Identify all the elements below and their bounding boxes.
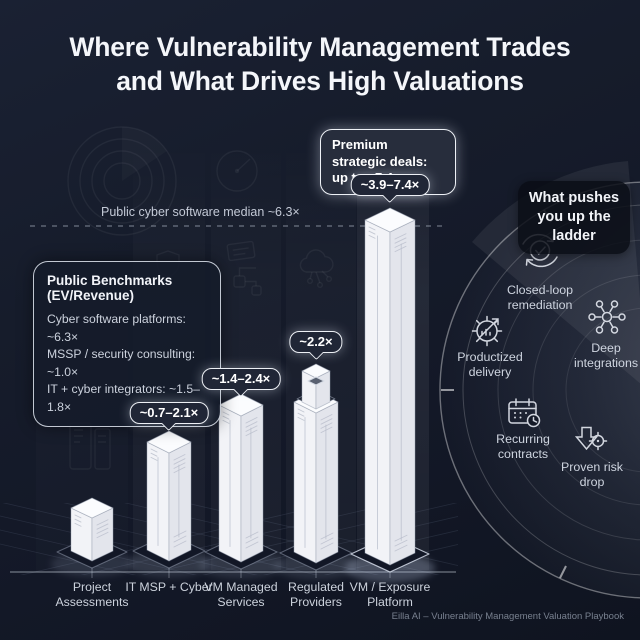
footer-credit: Eilla AI – Vulnerability Management Valu…	[391, 611, 624, 622]
ticket-decor-icon	[226, 240, 256, 262]
axis-label-regulated: Regulated Providers	[287, 580, 345, 609]
gear-growth-icon	[471, 315, 503, 347]
title-line-2: and What Drives High Valuations	[116, 66, 524, 96]
calendar-clock-icon	[508, 398, 541, 428]
ladder-item-productized: Productized delivery	[457, 350, 523, 379]
ladder-item-closed-loop: Closed-loop remediation	[506, 283, 574, 312]
bar-chart	[51, 207, 435, 583]
ladder-item-proven-risk: Proven risk drop	[561, 460, 623, 489]
title-line-1: Where Vulnerability Management Trades	[69, 32, 571, 62]
page-title: Where Vulnerability Management Trades an…	[0, 30, 640, 98]
value-badge-vm-exposure: ~3.9–7.4×	[350, 174, 430, 196]
axis-label-vm-managed: VM Managed Services	[204, 580, 278, 609]
arrow-down-target-icon	[574, 426, 608, 451]
benchmarks-title: Public Benchmarks (EV/Revenue)	[47, 273, 173, 303]
benchmark-item: MSSP / security consulting: ~1.0×	[47, 347, 196, 379]
network-hub-icon	[588, 300, 626, 334]
benchmark-item: Cyber software platforms: ~6.3×	[47, 312, 186, 344]
axis-label-it-msp-cyber: IT MSP + Cyber	[125, 580, 213, 594]
value-badge-vm-managed: ~1.4–2.4×	[201, 368, 281, 390]
radar-decor-icon	[67, 126, 177, 236]
median-label: Public cyber software median ~6.3×	[101, 205, 300, 219]
gauge-decor-icon	[216, 150, 258, 192]
value-badge-regulated: ~2.2×	[289, 331, 343, 353]
cloud-network-decor-icon	[299, 249, 334, 289]
ladder-item-recurring: Recurring contracts	[496, 432, 550, 461]
benchmarks-box: Public Benchmarks (EV/Revenue) Cyber sof…	[33, 261, 221, 427]
axis-label-vm-exposure: VM / Exposure Platform	[349, 580, 431, 609]
ladder-item-deep-integrations: Deep integrations	[573, 341, 639, 370]
ladder-title: What pushes you up the ladder	[518, 181, 630, 254]
axis-label-project-assessments: Project Assessments	[55, 580, 129, 609]
benchmark-item: IT + cyber integrators: ~1.5–1.8×	[47, 382, 200, 414]
flowchart-decor-icon	[233, 267, 262, 296]
value-badge-it-msp-cyber: ~0.7–2.1×	[129, 402, 209, 424]
